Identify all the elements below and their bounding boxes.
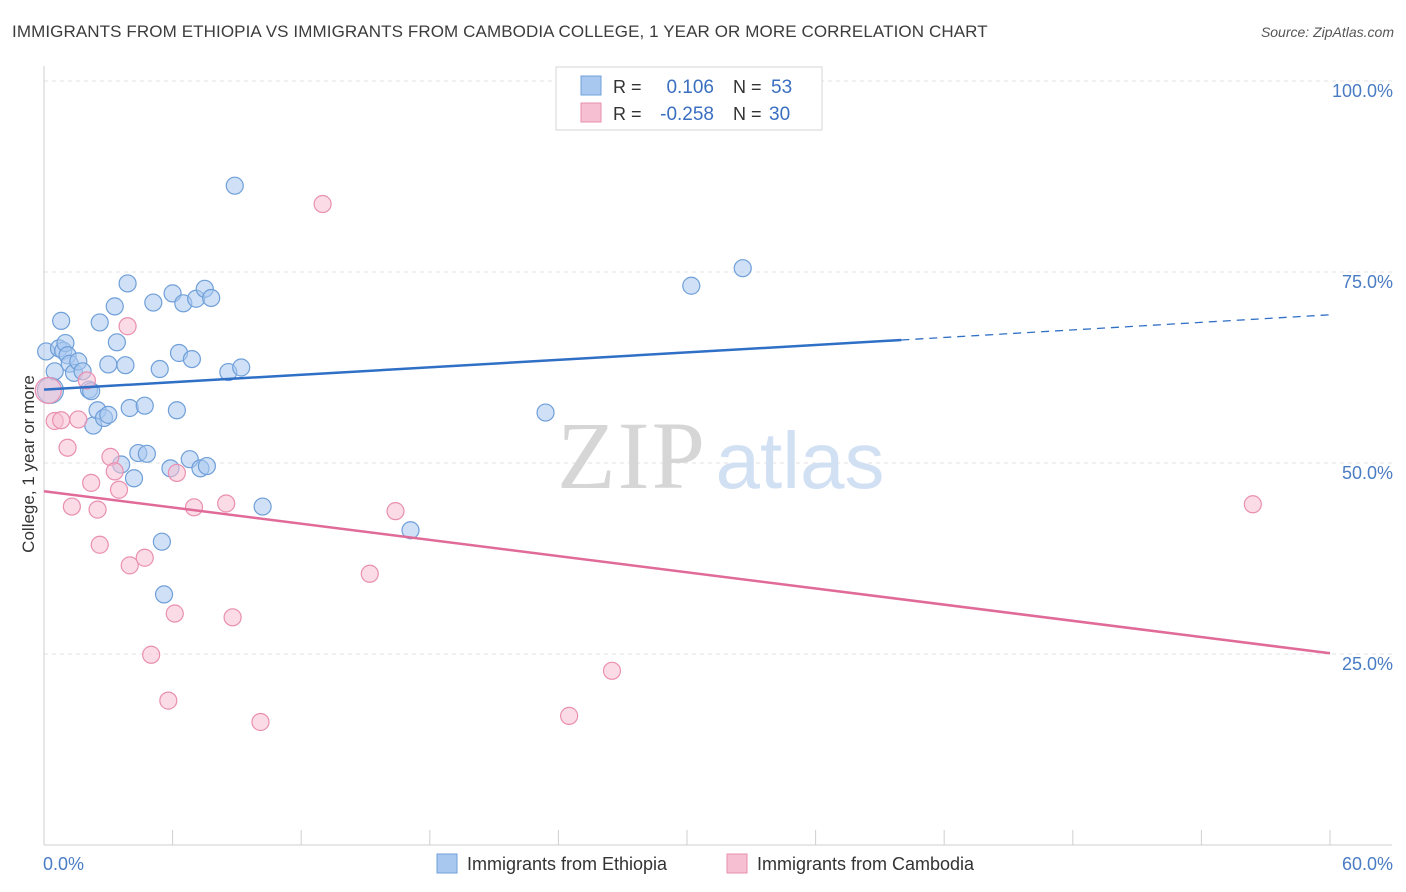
legend-n-label-2: N = xyxy=(733,104,762,124)
point-cambodia xyxy=(386,502,405,521)
y-tick-label: 25.0% xyxy=(1342,654,1393,674)
point-cambodia xyxy=(602,661,622,680)
trendline-ethiopia xyxy=(43,338,902,391)
point-ethiopia xyxy=(135,396,154,415)
point-ethiopia xyxy=(167,401,186,420)
point-ethiopia xyxy=(253,497,272,516)
point-ethiopia xyxy=(52,311,71,330)
axes xyxy=(43,66,1392,846)
point-cambodia xyxy=(560,706,579,725)
point-cambodia xyxy=(58,438,77,457)
point-ethiopia xyxy=(232,358,251,377)
legend-n-value-1: 53 xyxy=(771,77,792,98)
trend-lines xyxy=(43,314,1331,655)
chart-title: IMMIGRANTS FROM ETHIOPIA VS IMMIGRANTS F… xyxy=(12,22,988,41)
point-cambodia xyxy=(82,473,101,492)
bottom-legend-swatch-ethiopia xyxy=(436,853,458,874)
x-tick-labels: 0.0% 60.0% xyxy=(43,854,1393,874)
point-ethiopia xyxy=(137,444,156,463)
point-ethiopia xyxy=(202,288,221,308)
point-ethiopia xyxy=(150,359,169,379)
point-cambodia xyxy=(159,691,178,710)
source-label: Source: ZipAtlas.com xyxy=(1260,24,1394,40)
series-ethiopia-points xyxy=(36,176,752,604)
point-cambodia xyxy=(1243,495,1262,514)
point-ethiopia xyxy=(107,333,126,352)
point-ethiopia xyxy=(120,398,139,418)
point-ethiopia xyxy=(536,403,555,422)
point-ethiopia xyxy=(124,469,144,488)
legend-r-label-1: R = xyxy=(613,77,642,97)
point-cambodia xyxy=(167,463,186,483)
point-cambodia xyxy=(135,548,154,567)
point-ethiopia xyxy=(225,176,244,195)
point-ethiopia xyxy=(154,585,174,604)
watermark: ZIP atlas xyxy=(557,402,884,509)
point-cambodia xyxy=(105,462,124,481)
point-ethiopia xyxy=(144,293,163,312)
point-ethiopia xyxy=(682,276,701,295)
point-cambodia xyxy=(223,608,242,627)
point-cambodia xyxy=(109,480,129,499)
point-cambodia xyxy=(313,194,332,214)
point-cambodia xyxy=(120,556,139,575)
point-cambodia xyxy=(217,494,236,513)
point-cambodia xyxy=(77,371,96,390)
legend-box: R = 0.106 N = 53 R = -0.258 N = 30 xyxy=(555,66,823,131)
point-cambodia xyxy=(52,411,71,430)
point-cambodia xyxy=(90,535,109,554)
x-tick-label: 60.0% xyxy=(1342,854,1393,874)
y-tick-label: 50.0% xyxy=(1342,463,1393,483)
point-ethiopia xyxy=(152,532,171,551)
point-ethiopia xyxy=(99,405,118,424)
point-ethiopia xyxy=(99,355,118,374)
legend-r-label-2: R = xyxy=(613,104,642,124)
bottom-legend-cambodia: Immigrants from Cambodia xyxy=(757,854,975,874)
legend-swatch-ethiopia xyxy=(580,75,602,96)
point-cambodia xyxy=(62,497,81,516)
legend-r-value-1: 0.106 xyxy=(666,77,714,98)
point-ethiopia xyxy=(116,356,135,375)
watermark-zip: ZIP xyxy=(557,402,707,509)
point-cambodia xyxy=(88,500,107,519)
point-ethiopia xyxy=(401,521,420,540)
bottom-legend-swatch-cambodia xyxy=(726,853,748,874)
legend-swatch-cambodia xyxy=(580,102,602,123)
point-ethiopia xyxy=(118,274,137,293)
point-ethiopia xyxy=(105,297,124,316)
trendline-cambodia xyxy=(43,490,1331,655)
point-cambodia xyxy=(251,712,270,732)
y-tick-label: 100.0% xyxy=(1332,81,1393,101)
x-tick-label: 0.0% xyxy=(43,854,84,874)
legend-n-value-2: 30 xyxy=(769,104,790,125)
bottom-legend: Immigrants from Ethiopia Immigrants from… xyxy=(436,853,975,874)
y-axis-label: College, 1 year or more xyxy=(19,375,38,553)
legend-r-value-2: -0.258 xyxy=(660,104,714,125)
point-ethiopia xyxy=(90,313,109,332)
point-cambodia xyxy=(184,498,204,517)
point-cambodia xyxy=(360,564,379,583)
point-cambodia xyxy=(165,604,184,623)
bottom-legend-ethiopia: Immigrants from Ethiopia xyxy=(467,854,668,874)
point-ethiopia xyxy=(733,259,752,278)
series-cambodia-points xyxy=(34,194,1262,732)
point-ethiopia xyxy=(182,349,201,369)
grid-lines xyxy=(44,80,1392,655)
point-cambodia xyxy=(118,317,137,336)
y-tick-label: 75.0% xyxy=(1342,272,1393,292)
point-cambodia xyxy=(69,410,88,429)
trendline-ethiopia-extension xyxy=(901,314,1331,341)
watermark-atlas: atlas xyxy=(716,416,885,505)
legend-n-label-1: N = xyxy=(733,77,762,97)
point-ethiopia xyxy=(197,456,216,476)
y-tick-labels: 25.0% 50.0% 75.0% 100.0% xyxy=(1332,81,1393,674)
point-cambodia xyxy=(142,645,161,664)
